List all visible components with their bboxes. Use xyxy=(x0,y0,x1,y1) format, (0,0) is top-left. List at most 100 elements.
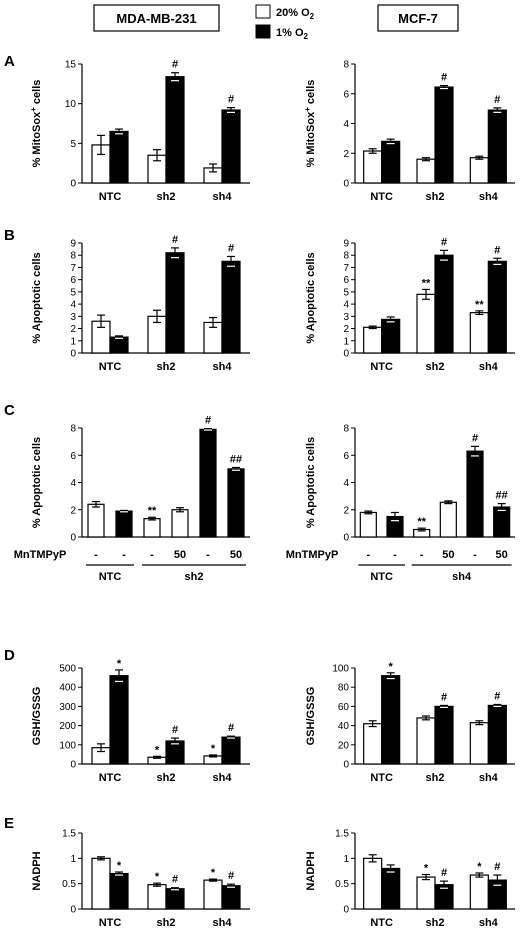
treatment-value: - xyxy=(366,549,370,561)
y-tick-label: 10 xyxy=(65,99,77,110)
bar xyxy=(199,428,217,538)
legend-label-normoxia: 20% O2 xyxy=(276,7,315,21)
category-label: sh2 xyxy=(426,191,445,203)
y-tick-label: 6 xyxy=(70,275,76,286)
bar xyxy=(363,857,383,910)
y-tick-label: 8 xyxy=(343,424,349,435)
significance-mark: * xyxy=(211,867,216,879)
significance-mark: # xyxy=(228,870,234,882)
significance-mark: # xyxy=(228,94,234,106)
bar xyxy=(416,717,436,765)
category-label: sh4 xyxy=(213,361,233,373)
significance-mark: ** xyxy=(148,505,157,517)
y-tick-label: 0 xyxy=(70,349,76,360)
category-label: sh2 xyxy=(157,917,176,929)
y-tick-label: 4 xyxy=(70,300,76,311)
bar xyxy=(434,254,454,354)
bar xyxy=(109,675,129,765)
group-label: sh4 xyxy=(452,571,472,583)
bar xyxy=(439,501,457,538)
y-tick-label: 500 xyxy=(59,664,76,675)
category-label: NTC xyxy=(370,361,393,373)
y-tick-label: 2 xyxy=(343,149,349,160)
y-axis-label: NADPH xyxy=(305,851,317,890)
y-tick-label: 7 xyxy=(70,263,76,274)
y-tick-label: 4 xyxy=(343,300,349,311)
y-tick-label: 0 xyxy=(70,760,76,771)
significance-mark: ## xyxy=(496,490,508,502)
bar xyxy=(91,857,111,910)
significance-mark: # xyxy=(494,244,500,256)
bar xyxy=(359,511,377,538)
bar xyxy=(363,150,383,184)
y-tick-label: 1.5 xyxy=(335,829,349,840)
category-label: sh2 xyxy=(157,772,176,784)
y-tick-label: 2 xyxy=(343,324,349,335)
treatment-value: - xyxy=(420,549,424,561)
y-tick-label: 8 xyxy=(70,251,76,262)
treatment-value: - xyxy=(473,549,477,561)
treatment-value: - xyxy=(393,549,397,561)
y-tick-label: 8 xyxy=(343,60,349,71)
y-tick-label: 6 xyxy=(343,275,349,286)
y-axis-label: % Apoptotic cells xyxy=(305,437,317,528)
y-tick-label: 6 xyxy=(70,451,76,462)
y-tick-label: 5 xyxy=(70,139,76,150)
significance-mark: # xyxy=(228,722,234,734)
y-axis-label: % MitoSox+ cells xyxy=(29,80,43,168)
bar xyxy=(221,109,241,184)
significance-mark: * xyxy=(477,861,482,873)
y-tick-label: 5 xyxy=(70,287,76,298)
bar xyxy=(416,293,436,354)
y-tick-label: 0.5 xyxy=(335,879,349,890)
category-label: sh2 xyxy=(426,917,445,929)
y-tick-label: 1 xyxy=(70,854,76,865)
y-tick-label: 6 xyxy=(343,451,349,462)
treatment-value: - xyxy=(94,549,98,561)
bar xyxy=(363,723,383,765)
significance-mark: # xyxy=(228,242,234,254)
category-label: sh4 xyxy=(213,917,233,929)
treatment-value: - xyxy=(206,549,210,561)
bar xyxy=(416,158,436,184)
significance-mark: # xyxy=(441,72,447,84)
bar xyxy=(227,468,245,538)
y-tick-label: 1 xyxy=(343,336,349,347)
bar xyxy=(221,885,241,910)
left-title-box xyxy=(93,4,220,32)
bar xyxy=(203,879,223,910)
category-label: sh4 xyxy=(213,191,233,203)
y-tick-label: 1 xyxy=(343,854,349,865)
y-axis-label: GSH/GSSG xyxy=(31,687,43,746)
y-tick-label: 80 xyxy=(338,683,350,694)
y-axis-label: % Apoptotic cells xyxy=(31,252,43,343)
y-tick-label: 15 xyxy=(65,60,77,71)
bar xyxy=(109,872,129,910)
treatment-label: MnTMPyP xyxy=(14,549,67,561)
treatment-value: 50 xyxy=(442,549,454,561)
significance-mark: # xyxy=(172,234,178,246)
y-tick-label: 9 xyxy=(70,239,76,250)
group-label: sh2 xyxy=(185,571,204,583)
significance-mark: * xyxy=(211,743,216,755)
bar xyxy=(363,326,383,354)
y-tick-label: 0 xyxy=(343,905,349,916)
bar xyxy=(115,510,133,538)
bar xyxy=(469,157,489,184)
y-tick-label: 20 xyxy=(338,740,350,751)
y-axis-label: GSH/GSSG xyxy=(305,687,317,746)
chart-a-right: 0 2 4 6 8 % MitoSox+ cells NTC # sh2 # sh4 xyxy=(303,60,515,203)
treatment-value: 50 xyxy=(496,549,508,561)
bar xyxy=(87,503,105,538)
chart-a-left: 0 5 10 15 % MitoSox+ cells NTC # sh2 # sh4 xyxy=(29,59,250,203)
bar xyxy=(221,260,241,354)
category-label: NTC xyxy=(99,917,122,929)
bar xyxy=(381,675,401,765)
chart-d-right: 0 20 40 60 80 100 GSH/GSSG * NTC # sh2 # sh4 xyxy=(305,661,515,784)
category-label: sh4 xyxy=(479,917,499,929)
